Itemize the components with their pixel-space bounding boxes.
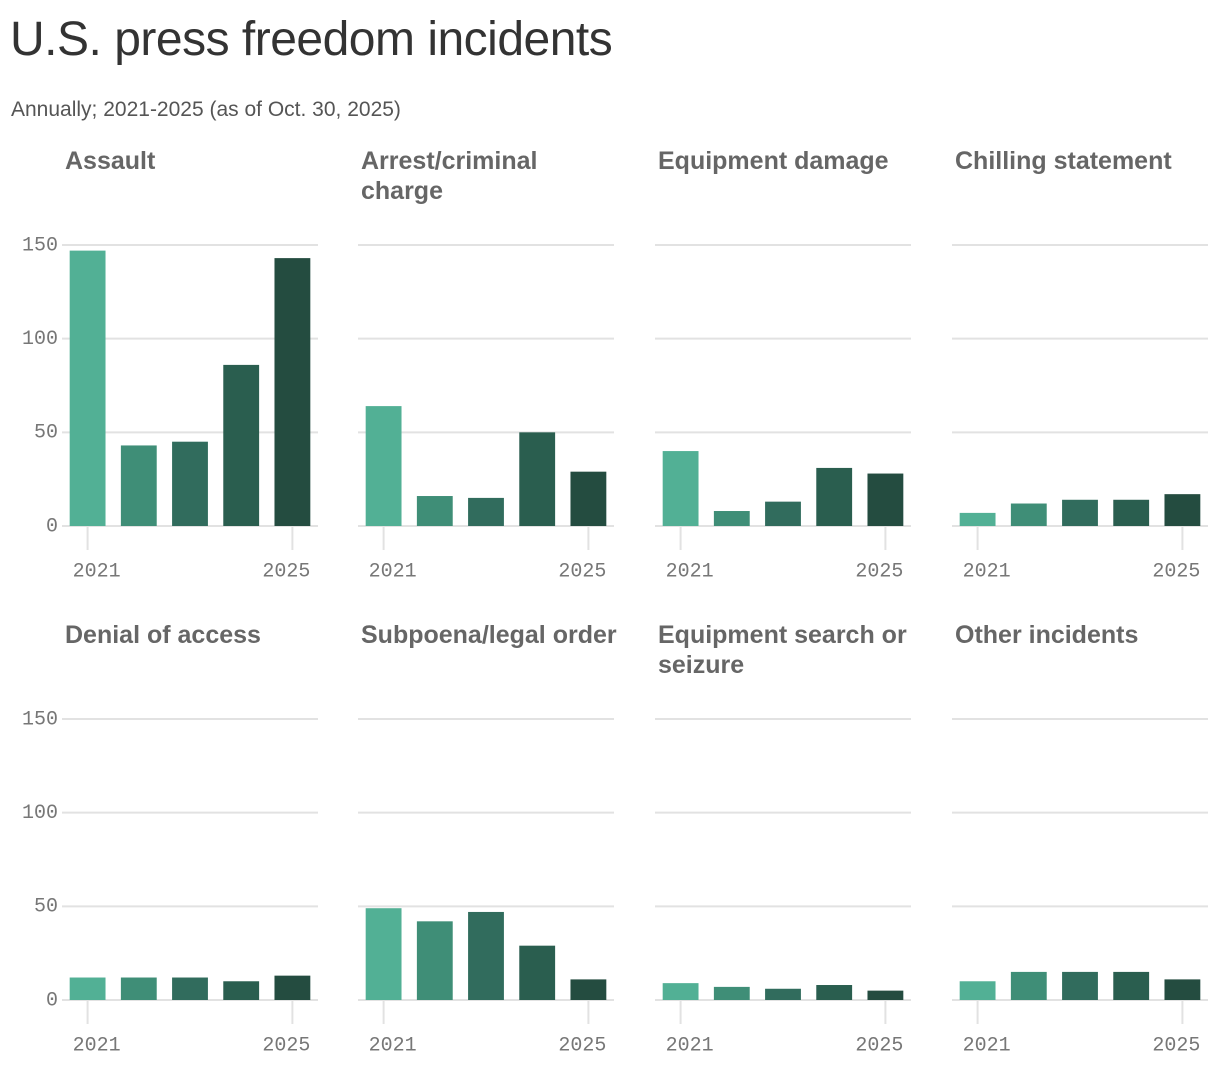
bar: [959, 512, 996, 526]
x-tick-label: 2021: [666, 560, 714, 583]
y-tick-label: 100: [22, 802, 58, 825]
bar: [713, 986, 750, 1000]
x-tick-label: 2025: [262, 560, 310, 583]
x-tick-label: 2025: [855, 560, 903, 583]
bar: [713, 511, 750, 526]
bar: [1010, 971, 1047, 1000]
y-tick-label: 50: [34, 422, 58, 445]
bar: [468, 497, 504, 526]
x-tick-label: 2025: [1152, 1034, 1200, 1057]
bar: [365, 406, 402, 526]
x-tick-label: 2021: [963, 560, 1011, 583]
y-tick-label: 0: [46, 515, 58, 538]
y-tick-label: 50: [34, 896, 58, 919]
bar: [1164, 494, 1201, 526]
bar: [223, 981, 260, 1000]
bar: [816, 985, 853, 1000]
bar: [662, 983, 699, 1000]
bar: [120, 445, 157, 526]
bar: [1113, 499, 1150, 526]
x-tick-label: 2025: [558, 1034, 606, 1057]
x-tick-label: 2021: [369, 1034, 417, 1057]
bar: [867, 990, 904, 1000]
panel-title: Equipment damage: [658, 147, 889, 175]
x-tick-label: 2025: [1152, 560, 1200, 583]
bar: [223, 364, 260, 526]
y-tick-label: 0: [46, 989, 58, 1012]
panel-title: Arrest/criminal charge: [361, 147, 538, 205]
x-tick-label: 2025: [558, 560, 606, 583]
bar: [765, 988, 801, 1000]
chart-title: U.S. press freedom incidents: [10, 13, 613, 66]
x-tick-label: 2025: [855, 1034, 903, 1057]
x-tick-label: 2021: [73, 560, 121, 583]
bar: [570, 471, 607, 526]
bar: [172, 441, 208, 526]
bar: [274, 975, 311, 1000]
bar: [519, 945, 556, 1000]
chart-subtitle: Annually; 2021-2025 (as of Oct. 30, 2025…: [11, 98, 401, 121]
bar: [1113, 971, 1150, 1000]
panel-title: Chilling statement: [955, 147, 1172, 175]
panel-title: Equipment search or seizure: [658, 621, 907, 679]
y-tick-label: 100: [22, 328, 58, 351]
bar: [867, 473, 904, 526]
panel-title: Other incidents: [955, 621, 1139, 649]
bar: [120, 977, 157, 1000]
y-tick-label: 150: [22, 234, 58, 257]
bar: [1010, 503, 1047, 526]
panel-title: Subpoena/legal order: [361, 621, 617, 649]
bar: [69, 250, 106, 526]
bar: [365, 908, 402, 1000]
bar: [519, 432, 556, 526]
panel-title: Denial of access: [65, 621, 261, 649]
bar: [69, 977, 106, 1000]
x-tick-label: 2025: [262, 1034, 310, 1057]
bar: [416, 496, 453, 526]
x-tick-label: 2021: [73, 1034, 121, 1057]
panel-title: Assault: [65, 147, 156, 175]
x-tick-label: 2021: [963, 1034, 1011, 1057]
y-tick-label: 150: [22, 708, 58, 731]
bar: [172, 977, 208, 1000]
bar: [274, 258, 311, 526]
bar: [570, 979, 607, 1000]
x-tick-label: 2021: [369, 560, 417, 583]
bar: [816, 467, 853, 526]
bar: [959, 981, 996, 1000]
bar: [765, 501, 801, 526]
bar: [468, 911, 504, 1000]
bar: [1164, 979, 1201, 1000]
bar: [416, 921, 453, 1000]
bar: [1062, 499, 1098, 526]
bar: [1062, 971, 1098, 1000]
bar: [662, 451, 699, 526]
x-tick-label: 2021: [666, 1034, 714, 1057]
